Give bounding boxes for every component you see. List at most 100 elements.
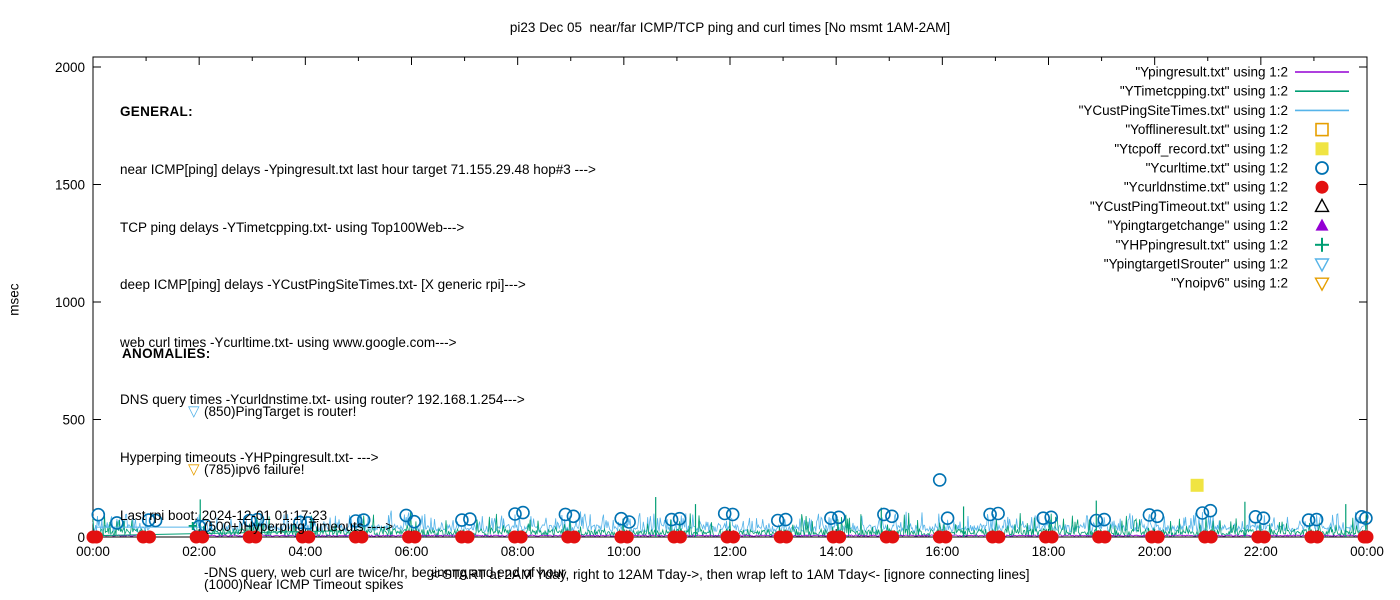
x-tick-label: 16:00 [925, 544, 959, 559]
dns-point [355, 530, 369, 544]
anomalies-notes: ANOMALIES: ▽ (850)PingTarget is router! ▽… [122, 306, 403, 600]
legend-label: "Ypingtargetchange" using 1:2 [1108, 218, 1288, 233]
curl-point [516, 505, 530, 520]
x-axis-caption: <-START at 2AM Yday, right to 12AM Tday-… [430, 567, 1030, 582]
curl-point [770, 513, 785, 528]
curl-point [508, 507, 522, 521]
y-tick-label: 1500 [55, 178, 85, 193]
dns-point [1045, 530, 1059, 544]
anomaly-row: (1000)Near ICMP Timeout spikes [122, 575, 403, 594]
dns-point [1360, 530, 1374, 544]
dns-point [673, 530, 687, 544]
dns-point [1098, 530, 1112, 544]
anomaly-text: (500+)Hyperping Timeouts ----> [204, 519, 394, 535]
x-axis: 00:00 02:00 04:00 06:00 08:00 10:00 12:00 14:00… [76, 57, 1384, 559]
x-tick-label: 04:00 [288, 544, 322, 559]
curl-point [356, 513, 371, 527]
dns-point [1257, 530, 1271, 544]
curl-point [940, 511, 955, 526]
general-notes: GENERAL: near ICMP[ping] delays -Ypingre… [120, 64, 611, 600]
curl-point [463, 512, 477, 526]
y-tick-label: 0 [77, 530, 85, 545]
curl-point [1142, 508, 1157, 522]
general-line: DNS query times -Ycurldnstime.txt- using… [120, 392, 525, 408]
curl-point [824, 511, 838, 526]
triangle-down-open-icon [1314, 277, 1330, 292]
curl-point [91, 507, 106, 522]
dns-point [302, 530, 316, 544]
x-tick-label: 02:00 [182, 544, 216, 559]
dns-point [1204, 530, 1218, 544]
x-tick-label: 10:00 [607, 544, 641, 559]
web-curl-series [91, 473, 1373, 534]
curl-point [831, 510, 846, 525]
curl-point [110, 516, 124, 530]
dns-point [1151, 530, 1165, 544]
dns-point [90, 530, 103, 544]
general-heading: GENERAL: [120, 104, 193, 120]
curl-point [885, 509, 899, 524]
dns-point [143, 530, 156, 544]
general-line: -DNS query, web curl are twice/hr, begin… [204, 565, 566, 581]
legend-label: "Ycurltime.txt" using 1:2 [1146, 161, 1288, 176]
curl-point [1150, 509, 1165, 524]
anomaly-row: ▽ (850)PingTarget is router! [122, 402, 403, 421]
triangle-down-icon: ▽ [188, 460, 200, 478]
curl-point [407, 514, 422, 529]
curl-point [983, 507, 997, 522]
curl-point [1248, 509, 1263, 524]
anomaly-row: ▽ (785)ipv6 failure! [122, 460, 403, 479]
curl-point [1309, 512, 1324, 527]
legend-label: "YpingtargetISrouter" using 1:2 [1104, 257, 1288, 272]
dns-point [567, 530, 581, 544]
dns-point [620, 530, 634, 544]
curl-point [141, 513, 156, 527]
general-line: TCP ping delays -YTimetcpping.txt- using… [120, 219, 465, 235]
curl-point [1256, 511, 1271, 526]
curl-point [1195, 506, 1210, 520]
curl-point [148, 513, 163, 528]
dns-point [727, 530, 740, 544]
x-tick-label: 00:00 [76, 544, 110, 559]
general-line: Hyperping timeouts -YHPpingresult.txt- -… [120, 450, 379, 466]
dns-point [833, 530, 847, 544]
legend-label: "Ytcpoff_record.txt" using 1:2 [1114, 141, 1288, 156]
curl-point [991, 506, 1005, 521]
general-line: near ICMP[ping] delays -Ypingresult.txt … [120, 162, 596, 178]
curl-point [1203, 503, 1218, 518]
tcp-timeout-point [1190, 478, 1204, 492]
dns-point [249, 530, 263, 544]
curl-point [877, 507, 891, 522]
legend-label: "Ycurldnstime.txt" using 1:2 [1124, 180, 1288, 195]
dns-point [780, 530, 793, 544]
circle-filled-icon [1315, 180, 1329, 194]
y-tick-label: 500 [62, 413, 85, 428]
curl-point [778, 512, 793, 527]
x-tick-label: 22:00 [1244, 544, 1278, 559]
dns-point [992, 530, 1006, 544]
curl-point [672, 511, 687, 526]
anomalies-heading: ANOMALIES: [122, 346, 211, 362]
curl-point [622, 515, 636, 529]
square-filled-icon [1315, 142, 1329, 156]
anomaly-row: + (500+)Hyperping Timeouts ----> [122, 517, 403, 536]
plus-icon: + [188, 518, 198, 536]
dns-point [196, 530, 210, 544]
triangle-down-icon: ▽ [188, 403, 200, 421]
curl-point [293, 515, 307, 530]
curl-point [242, 513, 257, 528]
curl-point [348, 514, 363, 528]
curl-point [558, 507, 573, 522]
curl-point [250, 512, 265, 527]
x-tick-label: 18:00 [1032, 544, 1066, 559]
x-tick-label: 08:00 [501, 544, 535, 559]
x-tick-label: 00:00 [1350, 544, 1384, 559]
square-open-icon [1315, 122, 1329, 137]
legend-label: "YTimetcpping.txt" using 1:2 [1120, 84, 1288, 99]
curl-point [566, 509, 581, 524]
curl-point [664, 512, 679, 527]
legend-label: "YCustPingTimeout.txt" using 1:2 [1090, 199, 1288, 214]
dns-point [514, 530, 528, 544]
anomaly-text: (785)ipv6 failure! [204, 461, 305, 477]
